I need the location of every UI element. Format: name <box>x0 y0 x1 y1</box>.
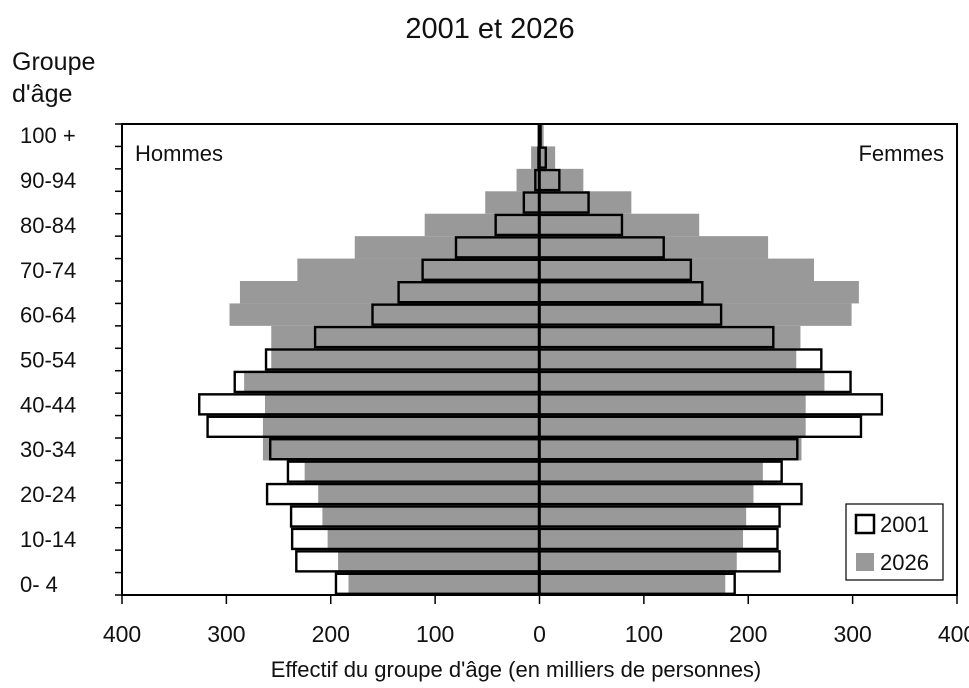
bar-2026-women-85-89 <box>539 191 632 214</box>
legend-label-2026: 2026 <box>880 550 929 575</box>
y-tick-label: 0- 4 <box>20 572 58 597</box>
bar-2026-men-95-99 <box>531 146 540 169</box>
bar-2026-women-0-4 <box>539 572 726 595</box>
right-side-label: Femmes <box>858 141 944 166</box>
y-axis-title: Groupe d'âge <box>12 48 95 108</box>
bar-2026-men-10-14 <box>327 527 540 551</box>
series-2026-bars <box>229 124 859 595</box>
bar-2026-women-95-99 <box>539 146 556 169</box>
y-tick-label: 10-14 <box>20 527 76 552</box>
bar-2026-men-65-69 <box>239 281 540 304</box>
bar-2026-men-0-4 <box>348 572 540 595</box>
y-tick-label: 100 + <box>20 123 76 148</box>
y-axis-ticks: 0- 4 10-14 20-24 30-34 40-44 50-54 60-64 70-74 8… <box>20 123 122 597</box>
bar-2026-men-80-84 <box>424 213 540 237</box>
bar-2026-men-50-54 <box>271 348 540 371</box>
y-tick-label: 80-84 <box>20 213 76 238</box>
legend-swatch-2001 <box>854 513 876 535</box>
x-tick-label: 0 <box>533 621 546 647</box>
bar-2026-women-20-24 <box>539 482 754 506</box>
x-tick-label: 400 <box>938 621 969 647</box>
y-tick-label: 20-24 <box>20 482 76 507</box>
bar-2026-men-15-19 <box>322 505 540 528</box>
legend-swatch-2026 <box>856 553 874 571</box>
bar-2026-men-20-24 <box>318 482 540 506</box>
left-side-label: Hommes <box>135 141 223 166</box>
x-tick-label: 400 <box>103 621 141 647</box>
x-axis-title: Effectif du groupe d'âge (en milliers de… <box>271 657 762 682</box>
x-tick-label: 200 <box>729 621 767 647</box>
bar-2026-men-35-39 <box>262 415 540 438</box>
x-tick-label: 300 <box>207 621 245 647</box>
x-tick-label: 300 <box>833 621 871 647</box>
bar-2026-women-15-19 <box>539 505 747 528</box>
bar-2026-men-55-59 <box>271 325 540 349</box>
y-tick-label: 70-74 <box>20 258 76 283</box>
y-tick-label: 30-34 <box>20 437 76 462</box>
bar-2026-women-80-84 <box>539 213 700 237</box>
bar-2026-men-25-29 <box>304 460 540 483</box>
x-tick-label: 100 <box>625 621 663 647</box>
bar-2026-women-50-54 <box>539 348 797 371</box>
x-axis-ticks: 400 300 200 100 0 100 200 300 400 <box>103 595 969 647</box>
bar-2026-women-5-9 <box>539 550 737 573</box>
chart-title: 2001 et 2026 <box>405 13 574 45</box>
bar-2026-women-60-64 <box>539 303 852 326</box>
bar-2026-women-45-49 <box>539 370 825 394</box>
bar-2026-men-70-74 <box>297 258 540 281</box>
bar-2026-men-90-94 <box>516 168 540 192</box>
y-tick-label: 40-44 <box>20 392 76 417</box>
bar-2026-women-55-59 <box>539 325 801 349</box>
bar-2026-women-90-94 <box>539 168 584 192</box>
y-tick-label: 90-94 <box>20 168 76 193</box>
x-tick-label: 100 <box>416 621 454 647</box>
bar-2026-women-30-34 <box>539 438 802 461</box>
bar-2026-women-75-79 <box>539 236 769 259</box>
bar-2026-women-70-74 <box>539 258 815 281</box>
bar-2026-men-75-79 <box>354 236 540 259</box>
legend: 2001 2026 <box>845 503 944 581</box>
y-tick-label: 60-64 <box>20 303 76 328</box>
bar-2026-women-40-44 <box>539 393 806 416</box>
bar-2026-men-30-34 <box>262 438 540 461</box>
legend-label-2001: 2001 <box>880 512 929 537</box>
bar-2026-men-45-49 <box>244 370 540 394</box>
bar-2026-women-65-69 <box>539 281 859 304</box>
y-tick-label: 50-54 <box>20 348 76 373</box>
x-tick-label: 200 <box>312 621 350 647</box>
bar-2026-men-85-89 <box>485 191 540 214</box>
bar-2026-men-40-44 <box>264 393 540 416</box>
bar-2026-women-25-29 <box>539 460 763 483</box>
bar-2026-women-10-14 <box>539 527 744 551</box>
bar-2026-men-60-64 <box>229 303 540 326</box>
bar-2026-men-5-9 <box>338 550 540 573</box>
bar-2026-women-35-39 <box>539 415 806 438</box>
